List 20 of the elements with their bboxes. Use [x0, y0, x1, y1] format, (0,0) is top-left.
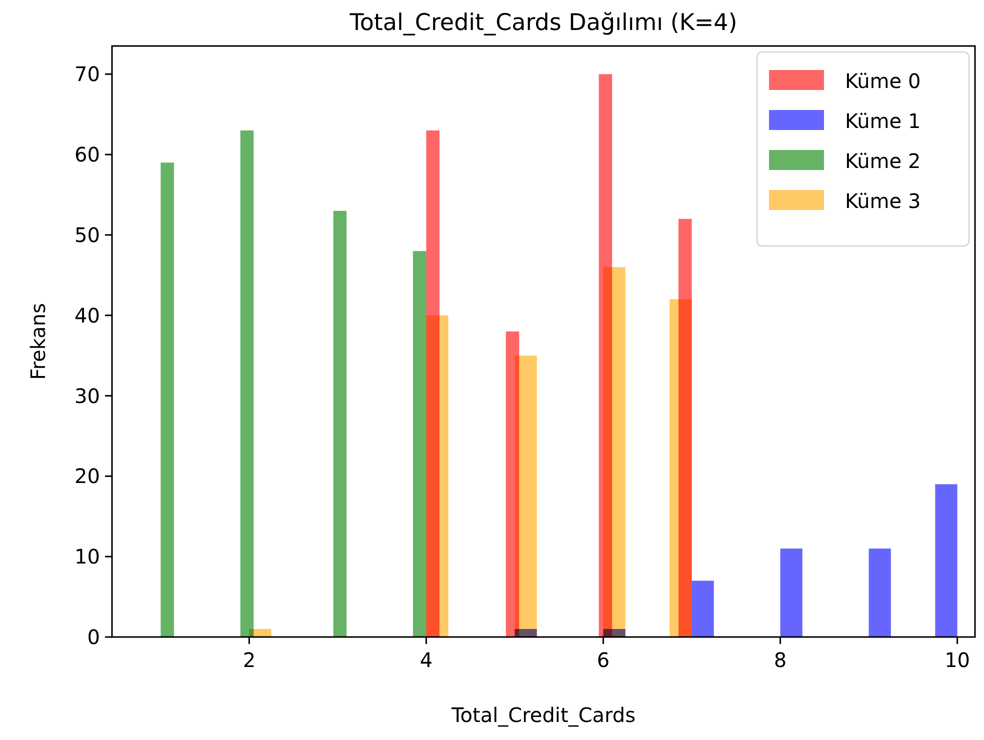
y-tick-label: 70: [74, 62, 100, 86]
x-tick-label: 2: [242, 648, 256, 672]
legend-label: Küme 2: [845, 149, 921, 173]
x-tick-label: 6: [596, 648, 610, 672]
y-tick-label: 40: [74, 303, 100, 328]
y-tick-label: 30: [74, 384, 100, 408]
x-tick-label: 10: [944, 648, 970, 672]
y-tick-label: 10: [74, 544, 100, 569]
y-axis-title: Frekans: [26, 303, 50, 380]
x-tick-label: 8: [774, 648, 787, 672]
y-tick-label: 0: [87, 625, 100, 649]
legend-label: Küme 1: [845, 109, 921, 133]
legend-label: Küme 3: [845, 189, 921, 213]
legend-label: Küme 0: [845, 69, 921, 93]
y-tick-label: 50: [74, 222, 100, 247]
y-tick-label: 20: [74, 464, 100, 488]
chart-title: Total_Credit_Cards Dağılımı (K=4): [348, 10, 738, 36]
y-tick-label: 60: [74, 142, 100, 167]
x-axis-title: Total_Credit_Cards: [450, 703, 636, 727]
x-tick-label: 4: [420, 648, 433, 672]
